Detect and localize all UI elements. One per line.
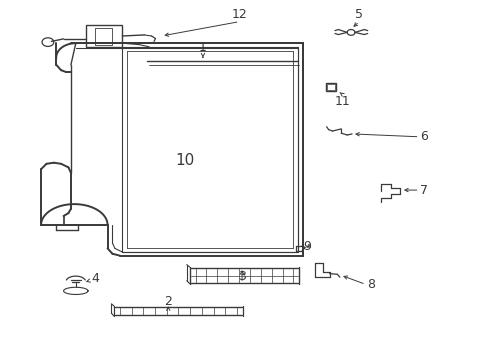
- Text: 4: 4: [91, 273, 99, 285]
- Text: 2: 2: [164, 295, 172, 308]
- Text: 7: 7: [420, 184, 427, 197]
- Bar: [325, 83, 336, 91]
- Bar: [95, 28, 112, 45]
- Text: 11: 11: [334, 95, 349, 108]
- Bar: [326, 84, 334, 90]
- Text: 5: 5: [355, 8, 363, 21]
- Bar: [85, 25, 122, 47]
- Text: 1: 1: [199, 41, 206, 54]
- Text: 3: 3: [238, 270, 245, 283]
- Text: 9: 9: [303, 240, 310, 253]
- Text: 8: 8: [366, 278, 374, 291]
- Text: 12: 12: [231, 8, 247, 21]
- Text: 10: 10: [175, 153, 194, 168]
- Text: 6: 6: [420, 130, 427, 143]
